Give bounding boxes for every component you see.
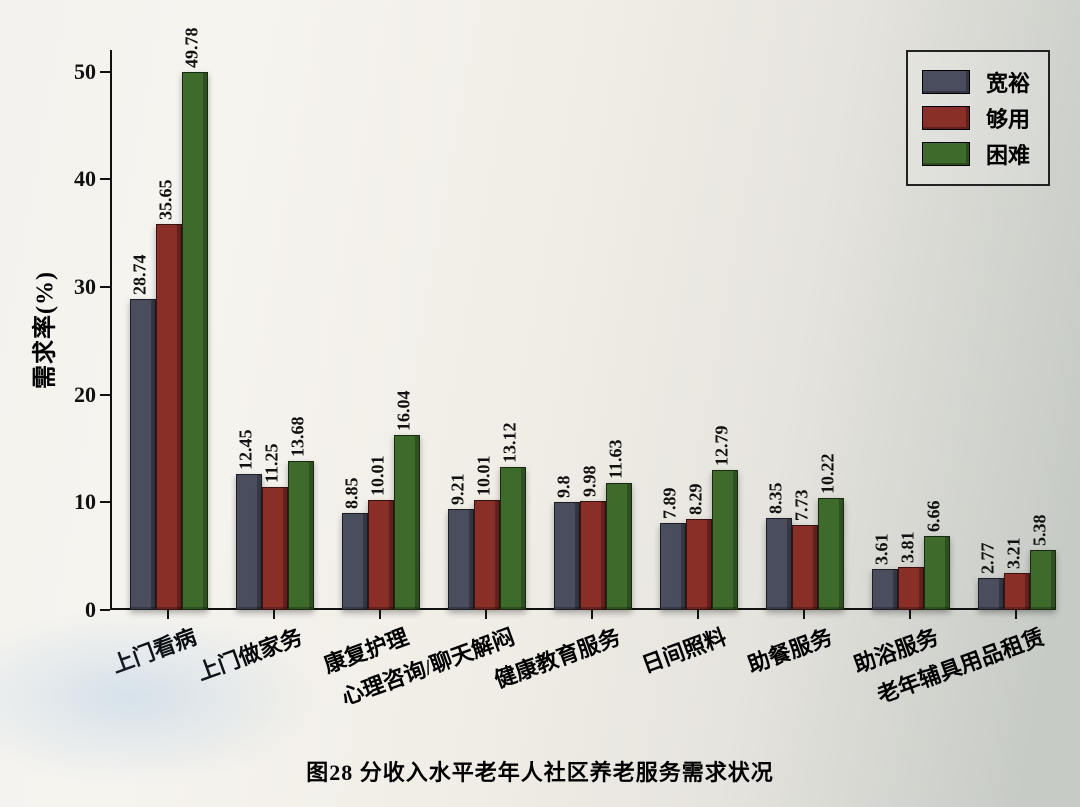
x-tick-label: 助餐服务 [739,610,836,680]
bar-value-label: 12.79 [712,426,733,467]
y-tick-label: 10 [74,489,96,515]
bar [766,518,792,610]
bar [500,467,526,610]
bar [368,500,394,610]
bar-value-label: 8.85 [342,477,363,509]
bar [156,224,182,610]
y-axis-label: 需求率(%) [25,271,60,389]
bar [660,523,686,610]
bar-value-label: 11.63 [606,439,627,479]
bar-value-label: 13.68 [288,416,309,457]
bar-value-label: 8.35 [766,483,787,515]
bar-value-label: 7.73 [792,489,813,521]
bar [898,567,924,610]
x-tick-label: 日间照料 [633,610,730,680]
bar [262,487,288,610]
bar-value-label: 13.12 [500,422,521,463]
y-tick-label: 30 [74,274,96,300]
y-tick [100,609,110,611]
bar [288,461,314,610]
bar-value-label: 10.01 [368,456,389,497]
bar [236,474,262,610]
bar [554,502,580,610]
bar [978,578,1004,610]
bar [342,513,368,610]
y-tick-label: 50 [74,59,96,85]
bar-value-label: 3.81 [898,531,919,563]
bar-value-label: 9.21 [448,473,469,505]
y-tick-label: 20 [74,382,96,408]
bar [130,299,156,611]
bar-value-label: 11.25 [262,443,283,483]
bar-value-label: 49.78 [182,27,203,68]
y-tick-label: 0 [85,597,96,623]
y-tick [100,178,110,180]
bar [924,536,950,610]
bar-value-label: 2.77 [978,543,999,575]
bar [606,483,632,610]
bar [792,525,818,610]
bar-value-label: 9.8 [554,476,575,499]
bar [872,569,898,610]
figure-caption: 图28 分收入水平老年人社区养老服务需求状况 [0,755,1080,787]
bar-value-label: 28.74 [130,254,151,295]
plot-area: 宽裕够用困难 28.7435.6549.7812.4511.2513.688.8… [110,50,1050,610]
bar [686,519,712,610]
bar-value-label: 10.22 [818,453,839,494]
bar [394,435,420,610]
bar-value-label: 8.29 [686,483,707,515]
bar-value-label: 5.38 [1030,515,1051,547]
bar-value-label: 6.66 [924,501,945,533]
y-tick [100,71,110,73]
x-tick-label: 上门做家务 [189,610,307,687]
bar-value-label: 35.65 [156,180,177,221]
y-tick [100,286,110,288]
bar-value-label: 12.45 [236,429,257,470]
bar [448,509,474,610]
bar-value-label: 16.04 [394,391,415,432]
bar [712,470,738,610]
y-tick-label: 40 [74,166,96,192]
bar [818,498,844,610]
bar [1030,550,1056,610]
bar [580,501,606,610]
bar [1004,573,1030,610]
bar-value-label: 3.61 [872,534,893,566]
bars-layer: 28.7435.6549.7812.4511.2513.688.8510.011… [110,50,1050,610]
bar-value-label: 7.89 [660,488,681,520]
bar-value-label: 3.21 [1004,538,1025,570]
bar-value-label: 10.01 [474,456,495,497]
chart-page: 宽裕够用困难 28.7435.6549.7812.4511.2513.688.8… [0,0,1080,807]
bar [182,72,208,610]
bar-value-label: 9.98 [580,465,601,497]
bar [474,500,500,610]
y-tick [100,501,110,503]
y-tick [100,394,110,396]
x-tick-label: 上门看病 [103,610,200,680]
